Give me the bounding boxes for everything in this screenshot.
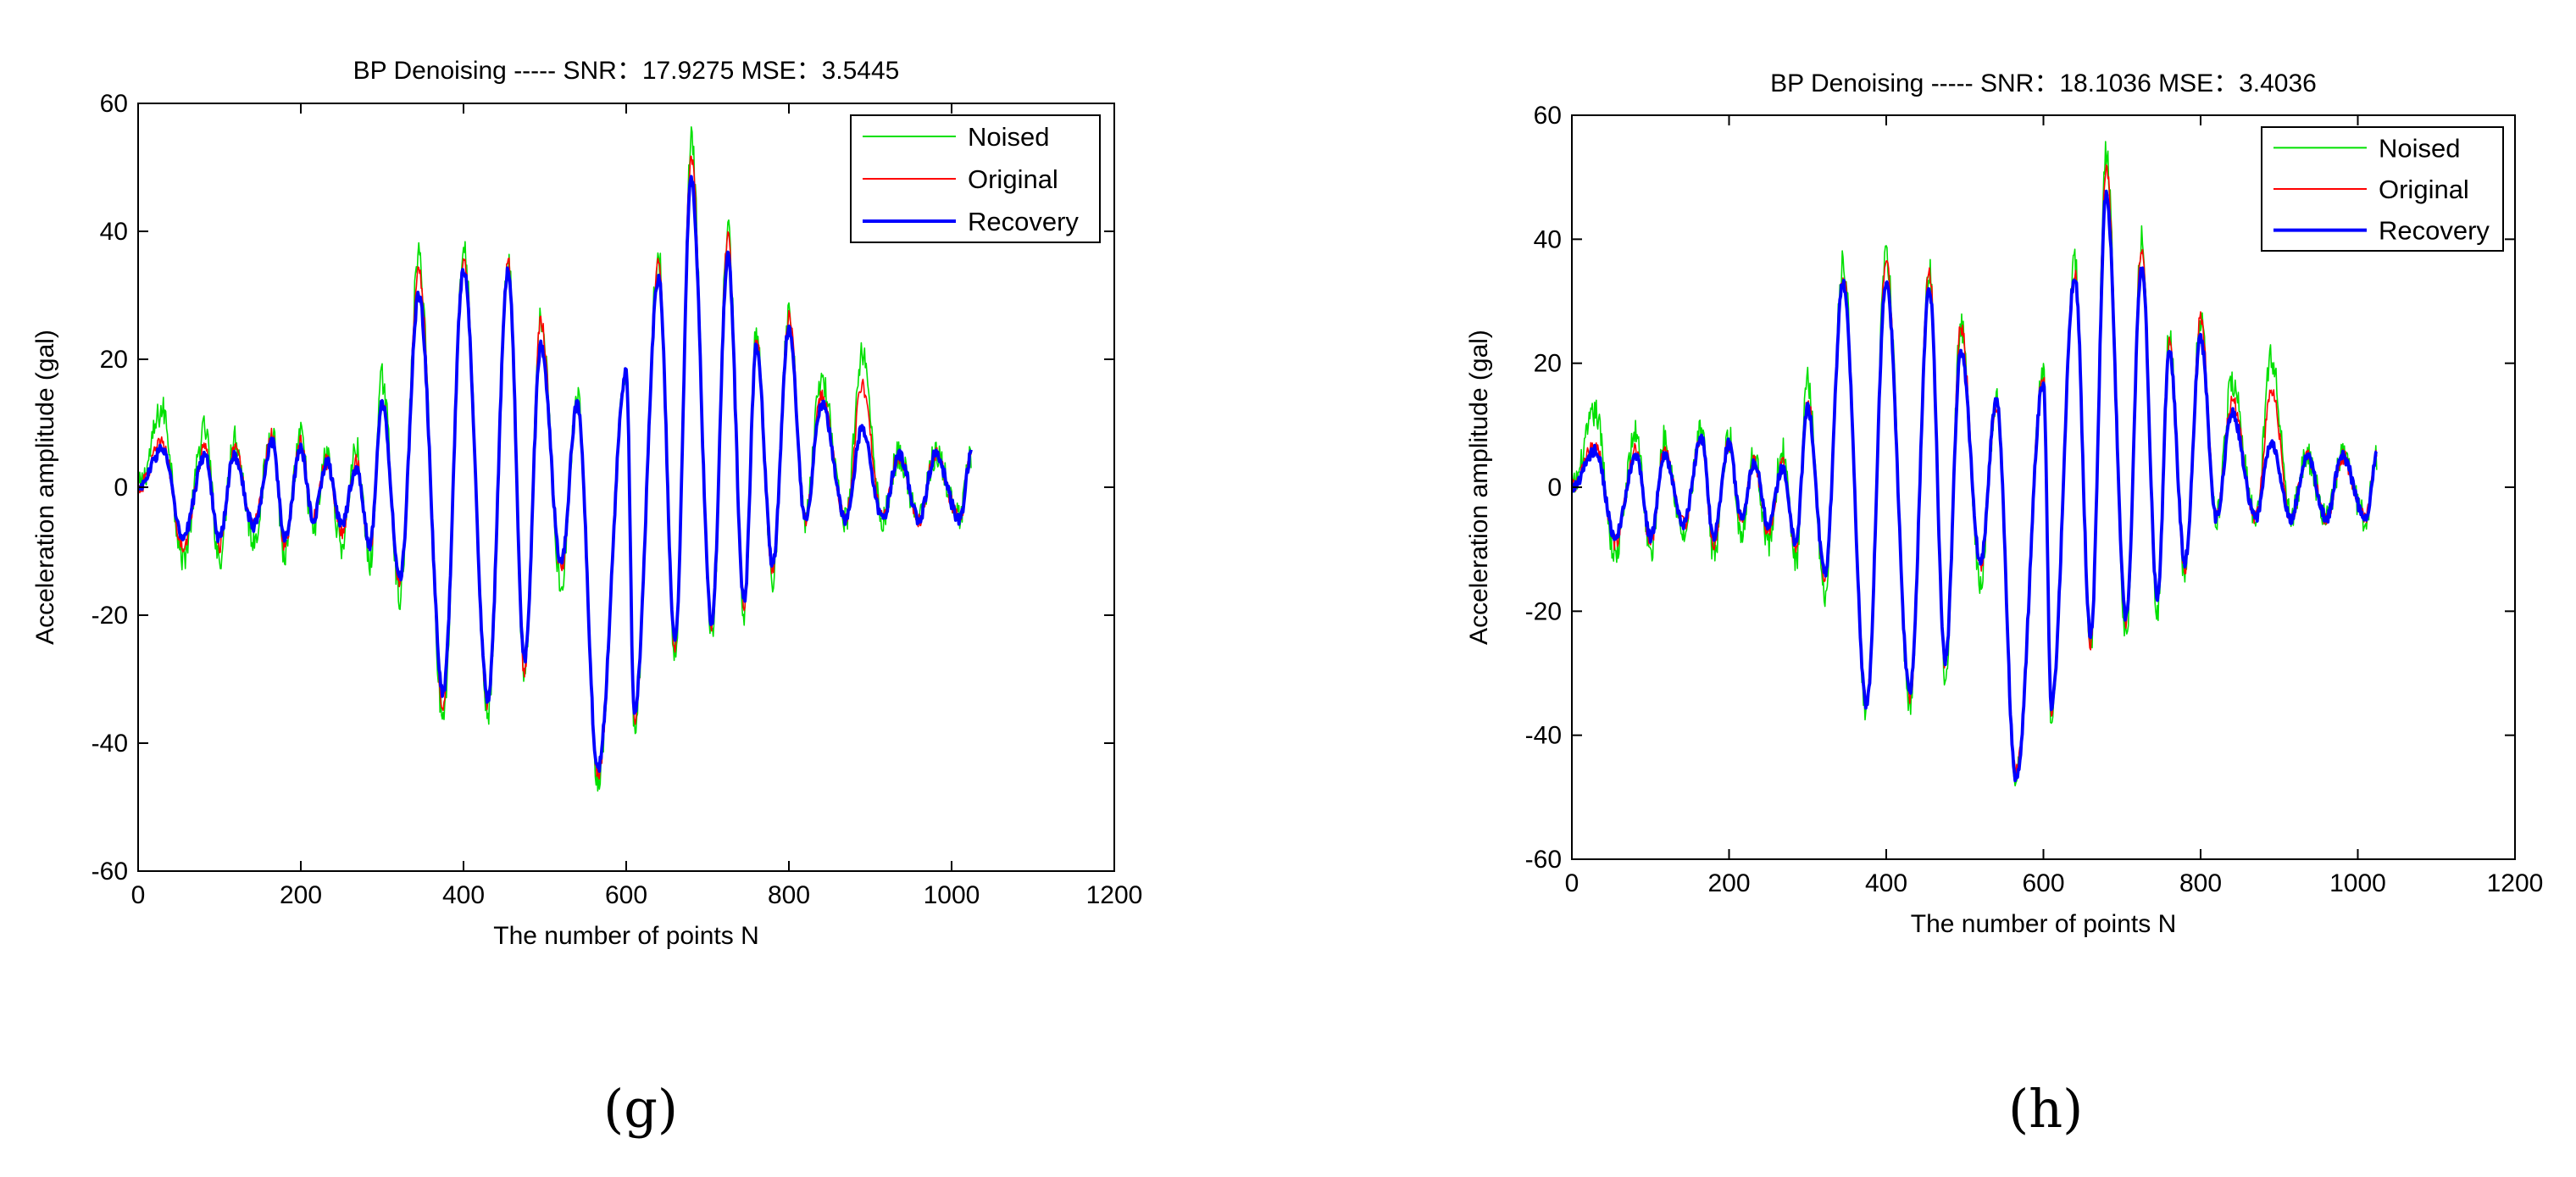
series-layer: [137, 126, 973, 792]
x-axis-label: The number of points N: [1911, 910, 2177, 938]
chart-panel-h: BP Denoising ----- SNR：18.1036 MSE：3.403…: [1465, 69, 2543, 938]
series-line-recovery: [137, 175, 973, 773]
y-tick-label: -20: [1525, 597, 1562, 625]
y-tick-label: 0: [114, 474, 128, 502]
x-tick-label: 800: [768, 881, 810, 909]
x-tick-label: 1000: [924, 881, 980, 909]
chart-panel-g: BP Denoising ----- SNR：17.9275 MSE：3.544…: [31, 57, 1142, 950]
chart-title: BP Denoising ----- SNR：17.9275 MSE：3.544…: [353, 57, 900, 85]
legend: Noised Original Recovery: [850, 114, 1101, 243]
y-tick-label: -40: [1525, 722, 1562, 750]
x-tick-label: 0: [131, 881, 146, 909]
ticks-layer: 0 200 400 600 800 1000 1200 -60 -40 -20 0 20 40 60: [1525, 102, 2544, 897]
ticks-layer: 0 200 400 600 800 1000 1200 -60 -40 -20 0 20 40 60: [92, 90, 1143, 909]
x-axis-label: The number of points N: [493, 922, 759, 950]
series-line-original: [138, 155, 972, 780]
x-tick-label: 400: [442, 881, 485, 909]
y-tick-label: 20: [100, 346, 128, 374]
y-tick-label: -60: [1525, 846, 1562, 874]
x-tick-label: 600: [605, 881, 647, 909]
series-layer: [1571, 141, 2379, 787]
chart-title: BP Denoising ----- SNR：18.1036 MSE：3.403…: [1770, 69, 2317, 97]
legend-label-original: Original: [2379, 175, 2469, 204]
y-axis-label: Acceleration amplitude (gal): [31, 330, 59, 645]
y-tick-label: 40: [1534, 225, 1562, 253]
y-tick-label: 20: [1534, 350, 1562, 378]
legend-label-noised: Noised: [968, 122, 1050, 152]
x-tick-label: 1200: [2487, 869, 2544, 897]
y-tick-label: 40: [100, 218, 128, 246]
x-tick-label: 200: [1707, 869, 1750, 897]
subfigure-label-g: (g): [603, 1078, 679, 1140]
y-tick-label: -60: [92, 858, 128, 886]
plot-frame: [137, 103, 1115, 872]
x-tick-label: 600: [2022, 869, 2064, 897]
x-tick-label: 400: [1865, 869, 1907, 897]
legend-label-recovery: Recovery: [2379, 216, 2490, 246]
x-tick-label: 1200: [1086, 881, 1143, 909]
legend: Noised Original Recovery: [2261, 126, 2504, 252]
x-tick-label: 800: [2179, 869, 2222, 897]
y-tick-label: 60: [1534, 102, 1562, 130]
legend-label-original: Original: [968, 164, 1058, 194]
y-tick-label: -40: [92, 730, 128, 758]
y-tick-label: 0: [1547, 474, 1562, 502]
x-tick-label: 0: [1565, 869, 1579, 897]
legend-label-recovery: Recovery: [968, 207, 1079, 236]
x-tick-label: 200: [280, 881, 322, 909]
legend-label-noised: Noised: [2379, 133, 2461, 163]
y-axis-label: Acceleration amplitude (gal): [1465, 330, 1493, 645]
series-line-noised: [138, 126, 972, 792]
subfigure-label-h: (h): [2008, 1078, 2084, 1140]
y-tick-label: -20: [92, 602, 128, 630]
plot-frame: [1571, 114, 2516, 860]
x-tick-label: 1000: [2329, 869, 2386, 897]
y-tick-label: 60: [100, 90, 128, 118]
series-line-recovery: [1571, 189, 2379, 783]
